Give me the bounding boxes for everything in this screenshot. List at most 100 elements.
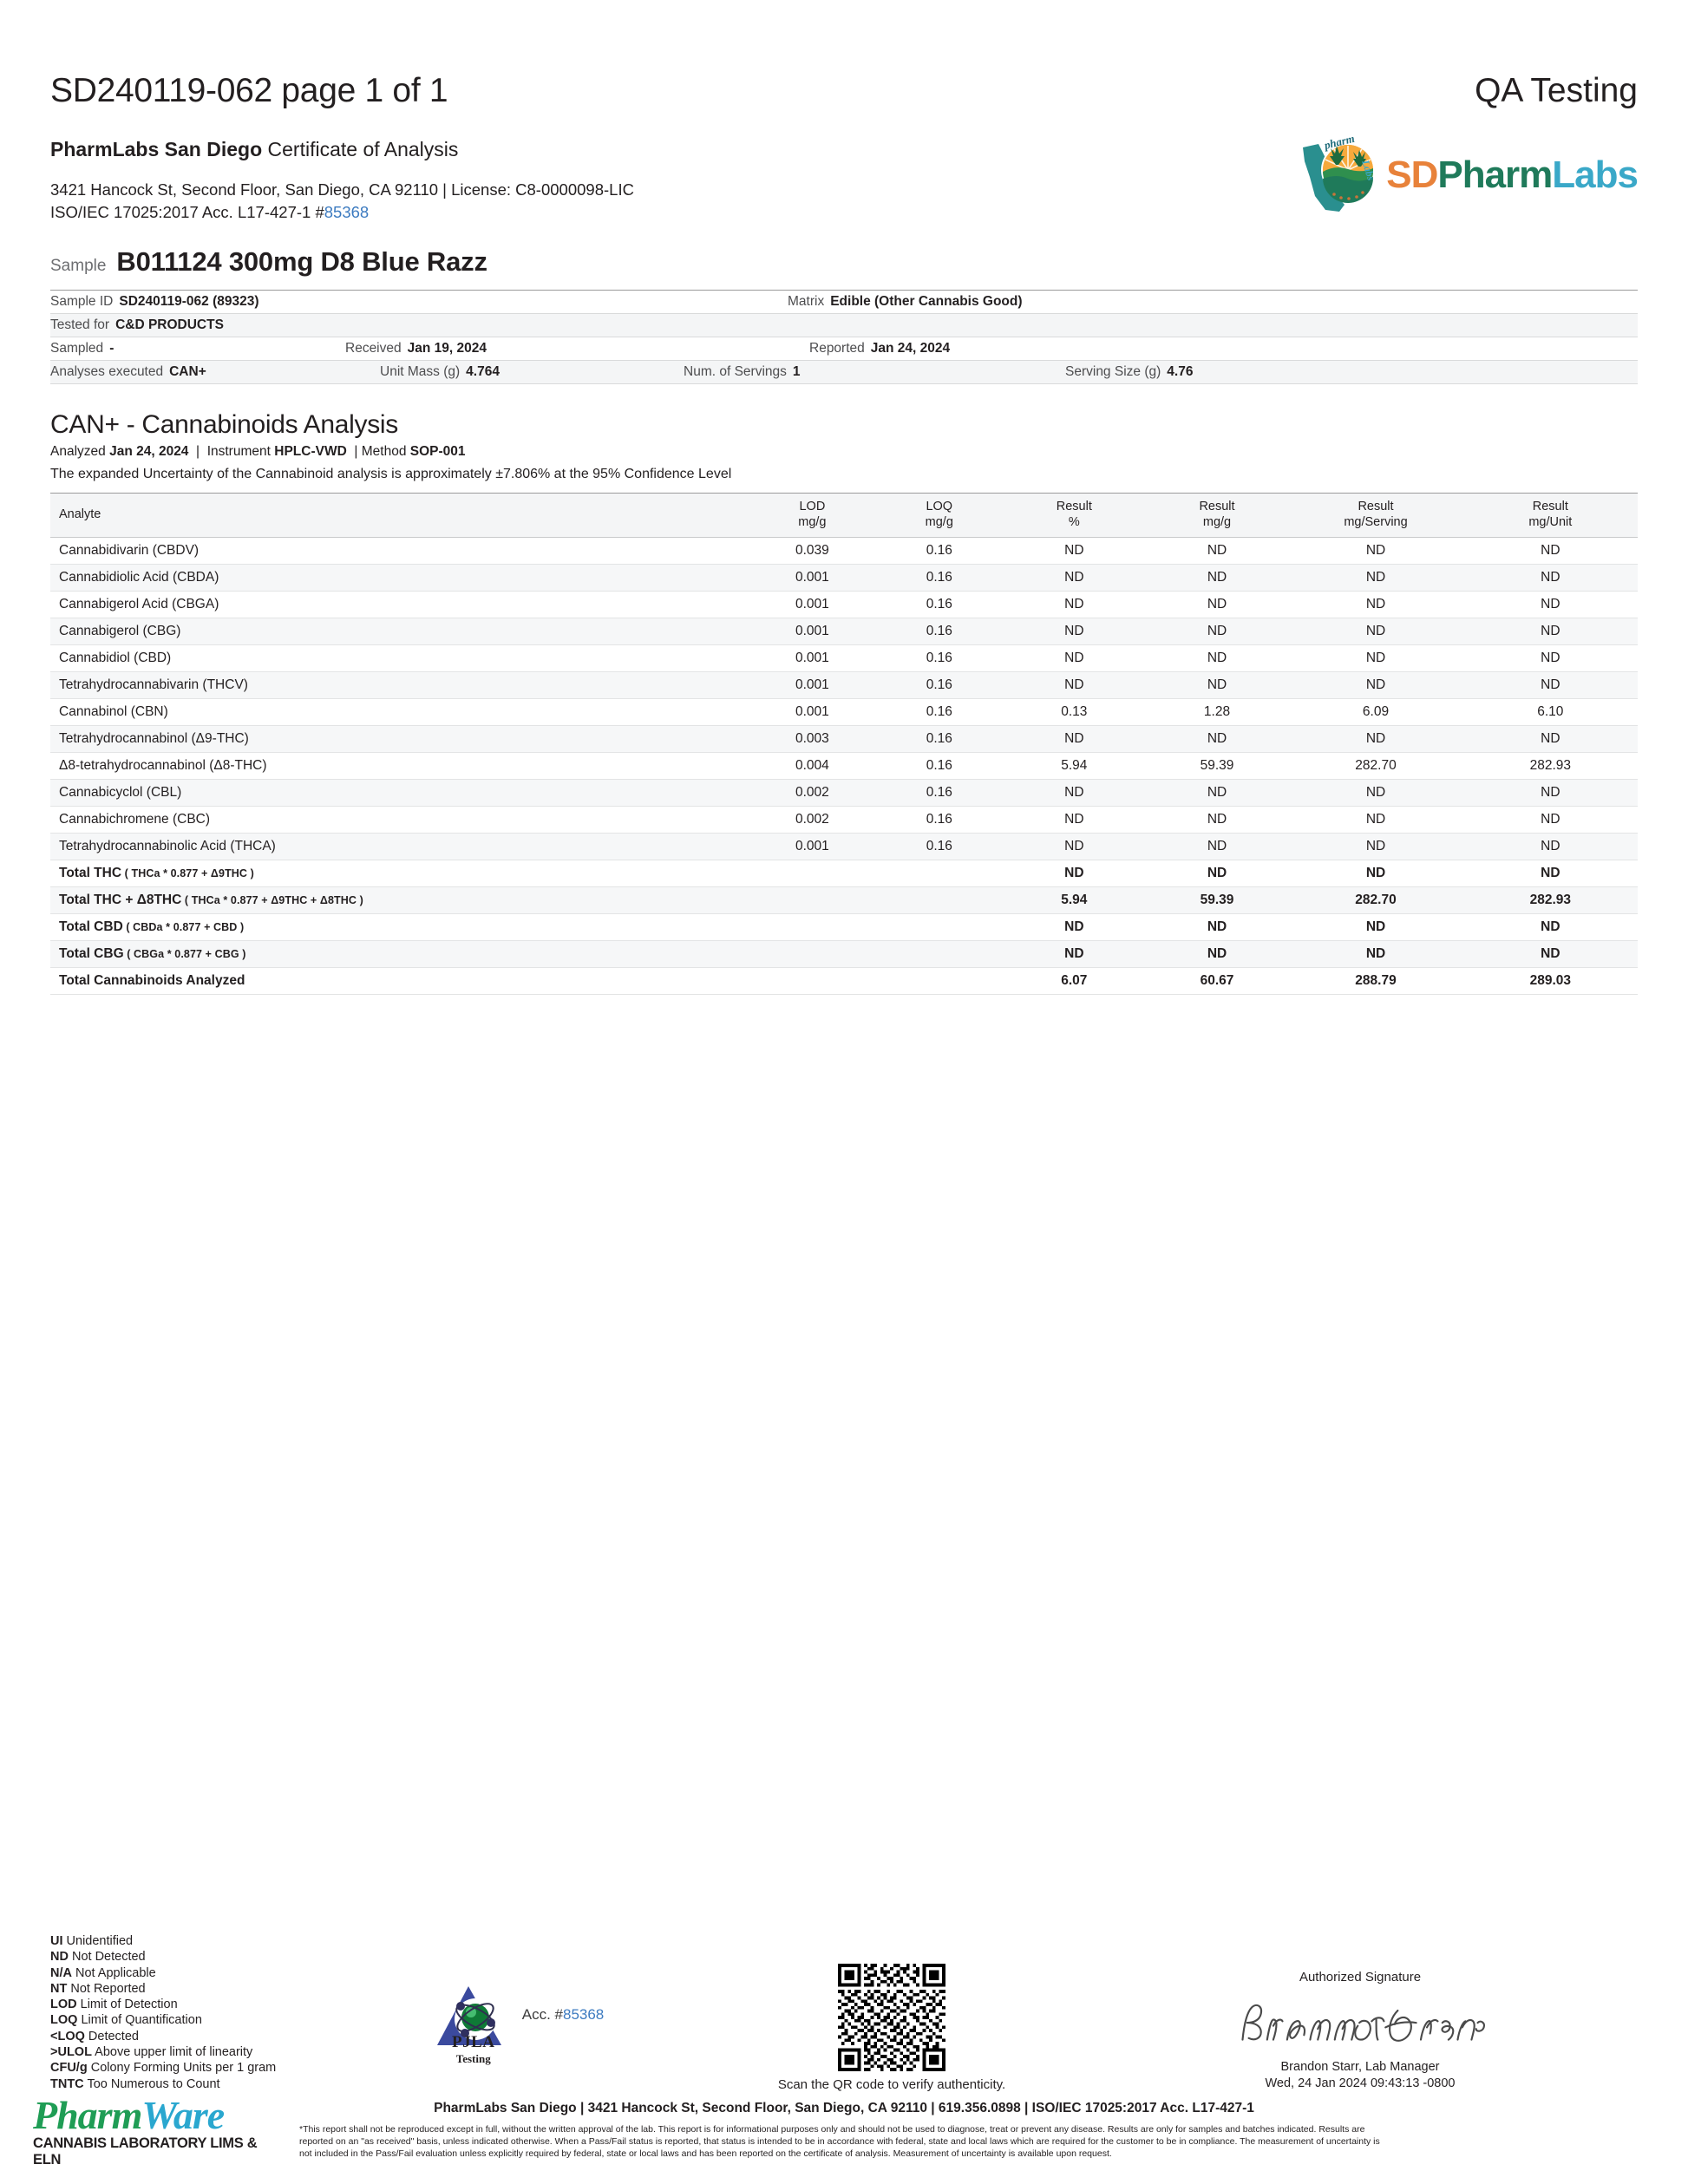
analyte-name: Cannabigerol (CBG) — [50, 618, 749, 646]
cell-mgg: ND — [1145, 671, 1289, 700]
cell-pct: ND — [1002, 618, 1146, 646]
legend-abbr: <LOQ — [50, 2029, 85, 2043]
cell-mgserv: 282.70 — [1288, 752, 1463, 781]
meta-field: Analyses executed CAN+ — [50, 364, 380, 380]
signer-date-line: Wed, 24 Jan 2024 09:43:13 -0800 — [1265, 2076, 1456, 2090]
table-body: Cannabidivarin (CBDV) 0.039 0.16 ND ND ND ND Ca… — [50, 537, 1638, 996]
cell-mgserv: ND — [1288, 806, 1463, 834]
abbreviation-legend: UI Unidentified ND Not Detected N/A Not Ap… — [50, 1933, 337, 2092]
meta-field-label: Received — [345, 341, 402, 356]
legend-abbr: CFU/g — [50, 2061, 88, 2076]
cell-mgunit: ND — [1462, 833, 1638, 861]
lab-address-block: 3421 Hancock St, Second Floor, San Diego… — [50, 179, 634, 225]
table-row: Cannabigerol (CBG) 0.001 0.16 ND ND ND ND — [50, 618, 1638, 646]
legend-item: LOQ Limit of Quantification — [50, 2012, 337, 2028]
cell-lod: 0.004 — [749, 752, 876, 781]
cell-mgg: 60.67 — [1145, 967, 1289, 996]
cell-pct: ND — [1002, 564, 1146, 592]
meta-field: Reported Jan 24, 2024 — [809, 341, 1330, 356]
analyzed-date: Jan 24, 2024 — [109, 444, 189, 460]
total-label: Total THC + Δ8THC ( THCa * 0.877 + Δ9THC… — [50, 886, 749, 915]
meta-field: Unit Mass (g) 4.764 — [380, 364, 684, 380]
meta-row: Sample ID SD240119-062 (89323) Matrix Edibl… — [50, 291, 1638, 315]
qr-code-icon[interactable] — [838, 1963, 945, 2071]
cell-lod: 0.002 — [749, 779, 876, 808]
meta-field-value: SD240119-062 (89323) — [119, 294, 259, 310]
meta-field-value: Jan 24, 2024 — [870, 341, 951, 356]
legend-abbr: >ULOL — [50, 2045, 92, 2060]
cell-mgserv: ND — [1288, 537, 1463, 566]
cell-loq: 0.16 — [875, 833, 1003, 861]
cell-mgunit: ND — [1462, 564, 1638, 592]
cell-mgserv: 282.70 — [1288, 886, 1463, 915]
analyte-name: Cannabidiolic Acid (CBDA) — [50, 564, 749, 592]
analyte-name: Cannabigerol Acid (CBGA) — [50, 591, 749, 619]
cell-loq: 0.16 — [875, 725, 1003, 754]
cell-mgserv: ND — [1288, 940, 1463, 969]
iso-acc-number[interactable]: 85368 — [324, 203, 370, 222]
legend-abbr: NT — [50, 1981, 68, 1996]
meta-field-value: Jan 19, 2024 — [407, 341, 487, 356]
meta-field: Tested for C&D PRODUCTS — [50, 317, 788, 333]
pharmware-word-b: Ware — [141, 2093, 225, 2138]
cell-mgunit: ND — [1462, 537, 1638, 566]
legend-item: ND Not Detected — [50, 1949, 337, 1965]
cell-loq: 0.16 — [875, 671, 1003, 700]
cell-mgunit: ND — [1462, 591, 1638, 619]
pjla-caption: PJLA Testing — [434, 2033, 514, 2066]
cell-mgunit: 282.93 — [1462, 886, 1638, 915]
cell-lod — [749, 967, 876, 996]
cell-loq: 0.16 — [875, 698, 1003, 727]
pharmware-word-a: Pharm — [33, 2093, 142, 2138]
legend-item: TNTC Too Numerous to Count — [50, 2076, 337, 2092]
table-row: Tetrahydrocannabinolic Acid (THCA) 0.001 0… — [50, 833, 1638, 861]
column-header: LOD mg/g — [749, 493, 876, 539]
column-header: Result mg/Serving — [1288, 493, 1463, 539]
cell-lod: 0.039 — [749, 537, 876, 566]
cell-mgg: ND — [1145, 940, 1289, 969]
legend-text: Limit of Detection — [76, 1998, 178, 2012]
table-row: Cannabidivarin (CBDV) 0.039 0.16 ND ND ND ND — [50, 537, 1638, 566]
pjla-logo-icon: PJLA Testing — [434, 1983, 514, 2066]
cell-loq: 0.16 — [875, 537, 1003, 566]
legend-text: Unidentified — [62, 1934, 134, 1949]
meta-field-label: Unit Mass (g) — [380, 364, 461, 380]
legend-item: N/A Not Applicable — [50, 1965, 337, 1981]
total-formula: ( THCa * 0.877 + Δ9THC ) — [121, 867, 254, 880]
legend-abbr: N/A — [50, 1965, 72, 1980]
cell-mgg: ND — [1145, 618, 1289, 646]
analyte-name: Tetrahydrocannabinol (Δ9-THC) — [50, 725, 749, 754]
total-row: Total THC + Δ8THC ( THCa * 0.877 + Δ9THC… — [50, 886, 1638, 915]
cell-pct: 5.94 — [1002, 752, 1146, 781]
meta-field-label: Tested for — [50, 317, 110, 333]
pharmlabs-badge-icon: pharm Labs — [1299, 132, 1383, 215]
cell-lod: 0.001 — [749, 564, 876, 592]
legend-abbr: TNTC — [50, 2076, 84, 2091]
lab-address-line: 3421 Hancock St, Second Floor, San Diego… — [50, 180, 634, 199]
logo-wordmark: SDPharmLabs — [1386, 154, 1639, 196]
legend-text: Not Applicable — [71, 1965, 156, 1980]
table-row: Cannabicyclol (CBL) 0.002 0.16 ND ND ND ND — [50, 779, 1638, 808]
table-row: Cannabichromene (CBC) 0.002 0.16 ND ND ND ND — [50, 806, 1638, 834]
cell-lod: 0.003 — [749, 725, 876, 754]
cell-mgg: ND — [1145, 725, 1289, 754]
pharmware-wordmark: PharmWare — [33, 2096, 285, 2135]
cell-lod: 0.001 — [749, 671, 876, 700]
cell-mgserv: ND — [1288, 591, 1463, 619]
meta-row: Tested for C&D PRODUCTS — [50, 314, 1638, 338]
cell-lod: 0.001 — [749, 618, 876, 646]
meta-field-label: Matrix — [788, 294, 825, 310]
logo-word-pharm: Pharm — [1437, 154, 1553, 196]
cell-pct: ND — [1002, 779, 1146, 808]
pjla-accreditation: PJLA Testing Acc. #85368 — [337, 1983, 701, 2092]
cell-mgg: ND — [1145, 564, 1289, 592]
cell-mgg: ND — [1145, 913, 1289, 942]
coa-label: Certificate of Analysis — [267, 138, 459, 160]
cell-mgg: 1.28 — [1145, 698, 1289, 727]
analyte-name: Cannabicyclol (CBL) — [50, 779, 749, 808]
cell-mgg: ND — [1145, 779, 1289, 808]
cell-mgserv: ND — [1288, 644, 1463, 673]
meta-field-label: Reported — [809, 341, 865, 356]
cell-loq: 0.16 — [875, 806, 1003, 834]
cell-mgg: ND — [1145, 591, 1289, 619]
